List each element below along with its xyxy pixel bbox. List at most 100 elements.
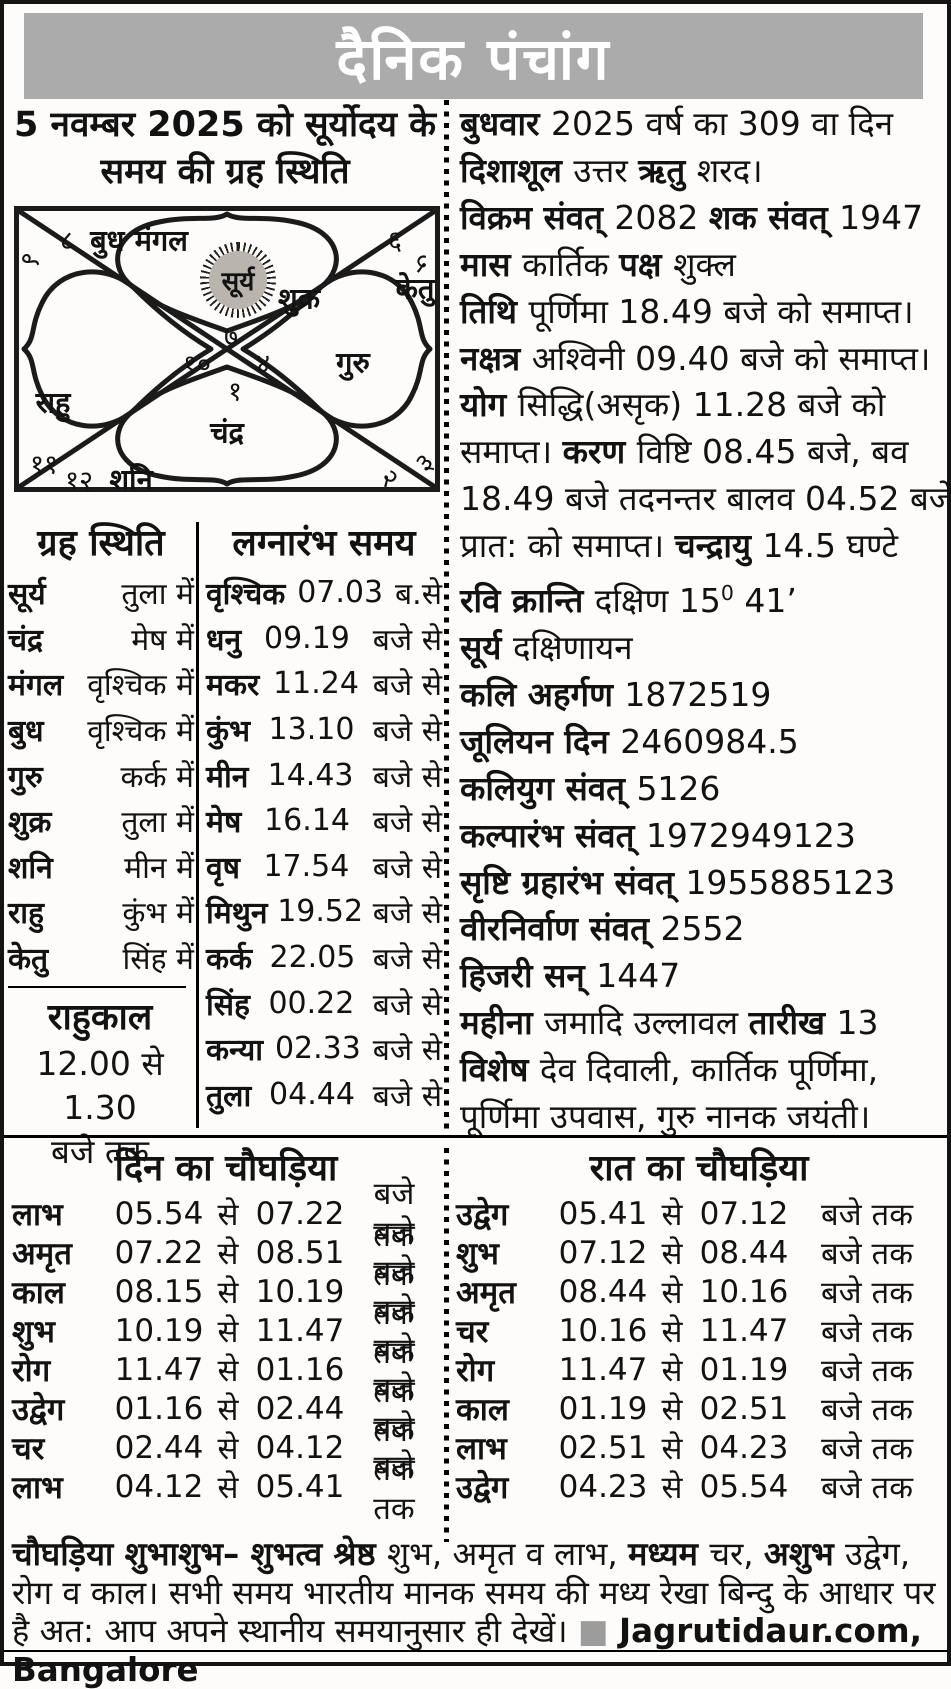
c-name: शुभ — [456, 1235, 499, 1272]
c-se: से — [661, 1469, 683, 1506]
text-line: कलियुग संवत् 5126 — [460, 766, 944, 813]
l-time: 11.24 — [273, 666, 359, 702]
text-segment: प्रात: को समाप्त। — [460, 526, 675, 566]
text-segment: कलियुग संवत् — [460, 768, 637, 808]
text-line: पूर्णिमा उपवास, गुरु नानक जयंती। — [460, 1094, 944, 1141]
text-segment: कल्पारंभ संवत् — [460, 815, 646, 855]
page-title: दैनिक पंचांग — [336, 24, 611, 93]
c-t: 08.44 — [558, 1273, 648, 1310]
c-t2: 07.22 — [255, 1195, 345, 1232]
c-name: अमृत — [456, 1274, 516, 1311]
text-segment: वीरनिर्वाण संवत् — [460, 909, 661, 949]
l-suf: ब.से — [395, 577, 442, 613]
graha-row: सूर्य तुला में — [8, 570, 194, 616]
planet-ketu: केतु — [395, 271, 435, 306]
text-segment: ऋतु — [638, 150, 697, 190]
c-se: से — [661, 1352, 683, 1389]
lagna-row: मेष 16.14 बजे से — [206, 798, 442, 844]
text-segment: नक्षत्र — [460, 338, 532, 378]
text-line: 18.49 बजे तदनन्तर बालव 04.52 बजे — [460, 476, 951, 523]
c-name: काल — [456, 1391, 509, 1428]
c-suf: बजे तक — [373, 1175, 415, 1254]
c-t: 11.47 — [114, 1351, 204, 1388]
l-name: मिथुन — [206, 896, 268, 932]
text-segment: 13 — [836, 1003, 879, 1043]
rahukaal-divider — [8, 986, 186, 988]
c-suf: बजे तक — [373, 1331, 415, 1410]
text-segment: मास — [460, 244, 523, 284]
sunrise-heading-line1: 5 नवम्बर 2025 को सूर्योदय के — [14, 105, 436, 145]
chau-row: शुभ 07.12 से 08.44 बजे तक — [456, 1233, 942, 1272]
text-segment: 1955885123 — [685, 862, 896, 902]
l-name: कर्क — [206, 942, 253, 978]
graha-row: गुरु कर्क में — [8, 752, 194, 798]
c-t: 05.54 — [114, 1195, 204, 1232]
c-t2: 04.23 — [699, 1429, 789, 1466]
planet-budh-mangal: बुध मंगल — [90, 223, 188, 258]
text-line: दिशाशूल उत्तर ऋतु शरद। — [460, 148, 944, 195]
graha-row: बुध वृश्चिक में — [8, 707, 194, 753]
c-t2: 11.47 — [255, 1312, 345, 1349]
l-suf: बजे से — [372, 668, 442, 704]
c-suf: बजे तक — [820, 1274, 914, 1311]
text-line: बुधवार 2025 वर्ष का 309 वा दिन — [460, 101, 944, 148]
g-name: चंद्र — [8, 622, 43, 658]
text-segment: दिशाशूल — [460, 150, 574, 190]
g-name: गुरु — [8, 759, 43, 795]
c-suf: बजे तक — [820, 1469, 914, 1506]
l-suf: बजे से — [372, 1078, 442, 1114]
planet-chandra: चंद्र — [210, 415, 244, 450]
c-se: से — [217, 1430, 239, 1467]
rashi-number-10: १० — [182, 349, 212, 381]
c-suf: बजे तक — [373, 1292, 415, 1371]
dotted-divider-top — [444, 100, 449, 1134]
l-name: कन्या — [206, 1033, 264, 1069]
rashi-number-8: ८ — [59, 225, 75, 257]
c-name: चर — [456, 1313, 489, 1350]
l-time: 19.52 — [277, 894, 364, 930]
chau-row: लाभ 02.51 से 04.23 बजे तक — [456, 1428, 942, 1467]
chau-row: शुभ 10.19 से 11.47 बजे तक — [12, 1293, 440, 1371]
bottom-rule — [4, 1650, 947, 1652]
g-val: कुंभ में — [122, 896, 194, 932]
l-suf: बजे से — [372, 942, 442, 978]
rashi-number-1: १ — [227, 376, 243, 408]
text-line: महीना जमादि उल्लावल तारीख 13 — [460, 1000, 944, 1047]
c-name: उद्वेग — [456, 1196, 509, 1233]
text-segment: विशेष — [460, 1050, 540, 1090]
g-name: मंगल — [8, 668, 64, 704]
lagna-row: सिंह 00.22 बजे से — [206, 980, 442, 1026]
panchang-details: बुधवार 2025 वर्ष का 309 वा दिन दिशाशूल उत… — [460, 101, 951, 1141]
graha-row: चंद्र मेष में — [8, 616, 194, 662]
section-divider — [4, 1135, 947, 1138]
c-suf: बजे तक — [820, 1313, 914, 1350]
c-se: से — [217, 1196, 239, 1233]
text-segment: 2025 वर्ष का 309 वा दिन — [551, 104, 894, 143]
text-segment: करण — [562, 432, 637, 472]
text-segment: 1947 — [839, 197, 924, 237]
planet-rahu: राहु — [35, 385, 71, 420]
chau-row: उद्वेग 04.23 से 05.54 बजे तक — [456, 1467, 942, 1506]
chau-row: लाभ 04.12 से 05.41 बजे तक — [12, 1449, 440, 1527]
c-t: 11.47 — [558, 1351, 648, 1388]
lagna-row: मीन 14.43 बजे से — [206, 752, 442, 798]
text-segment: समाप्त। — [460, 432, 563, 472]
text-line: रवि क्रान्ति दक्षिण 150 41’ — [460, 570, 944, 625]
text-segment: 5126 — [636, 768, 721, 808]
rahukaal-time: 12.00 से 1.30 — [36, 1044, 164, 1127]
g-val: वृश्चिक में — [87, 714, 194, 750]
text-segment: तारीख — [748, 1003, 837, 1043]
c-se: से — [661, 1196, 683, 1233]
c-name: रोग — [456, 1352, 495, 1389]
text-segment: चर, — [709, 1535, 764, 1573]
l-time: 13.10 — [268, 712, 355, 748]
text-line: कलि अहर्गण 1872519 — [460, 672, 944, 719]
g-name: सूर्य — [8, 577, 46, 613]
c-name: अमृत — [12, 1235, 72, 1272]
text-segment: 2552 — [660, 909, 745, 949]
c-suf: बजे तक — [820, 1352, 914, 1389]
text-line: जूलियन दिन 2460984.5 — [460, 719, 944, 766]
day-chaughadiya-header: दिन का चौघड़िया — [114, 1148, 338, 1189]
text-line: विशेष देव दिवाली, कार्तिक पूर्णिमा, — [460, 1047, 944, 1094]
text-line: सूर्य दक्षिणायन — [460, 625, 944, 672]
